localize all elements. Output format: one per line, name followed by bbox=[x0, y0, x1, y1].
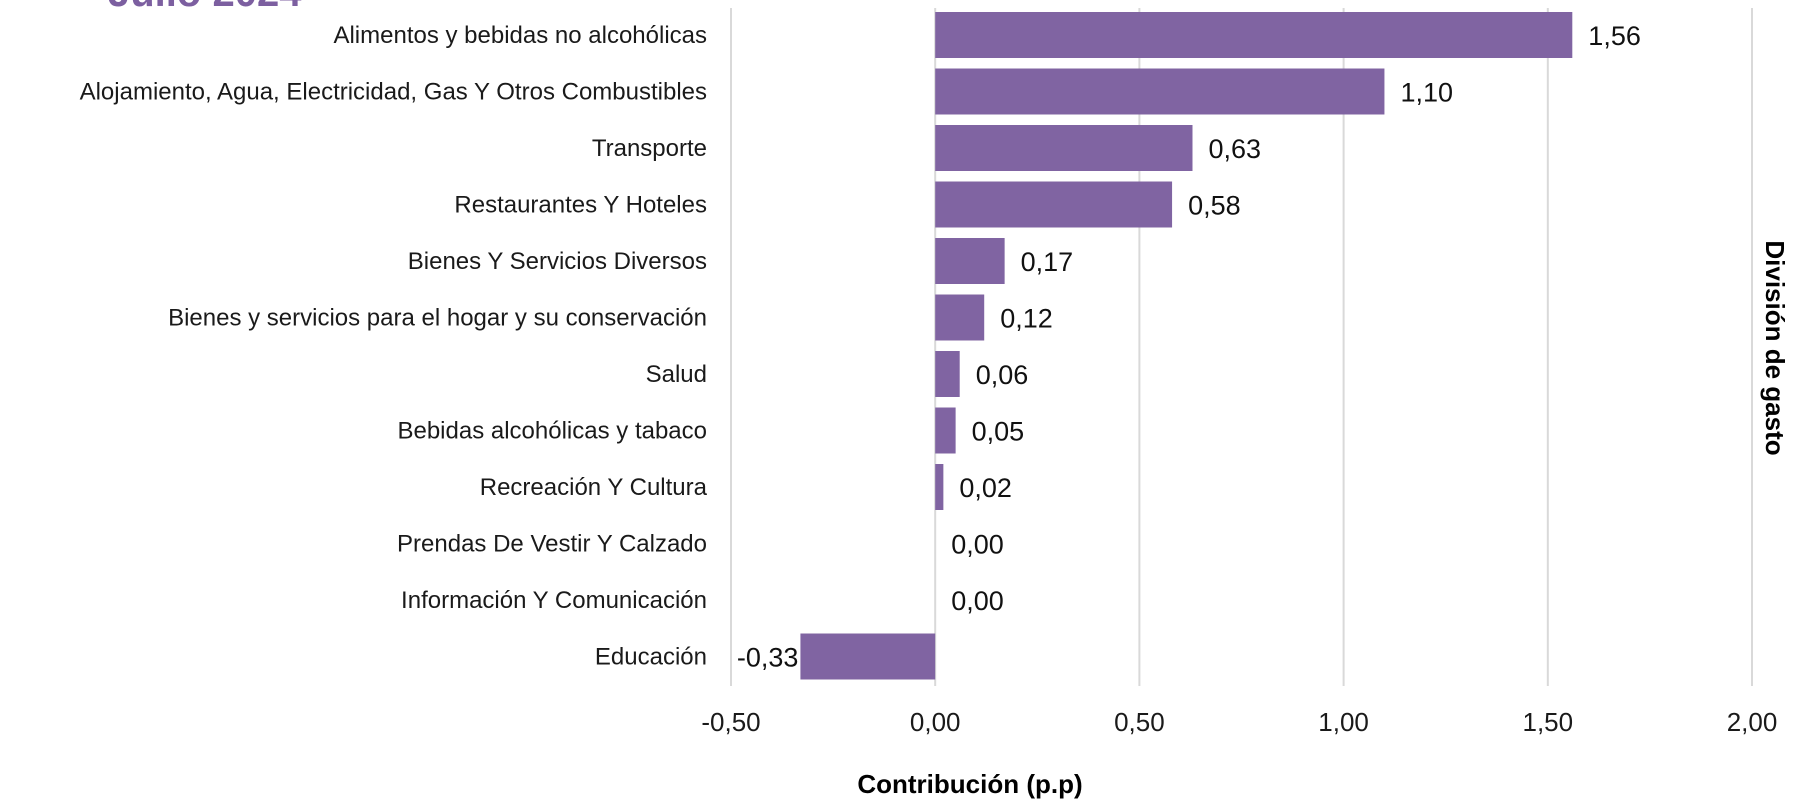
y-axis-title: División de gasto bbox=[1760, 240, 1790, 455]
category-label: Restaurantes Y Hoteles bbox=[454, 192, 707, 219]
category-label: Alojamiento, Agua, Electricidad, Gas Y O… bbox=[80, 79, 707, 106]
data-label: 0,00 bbox=[951, 530, 1004, 560]
category-labels: Alimentos y bebidas no alcohólicas Alojam… bbox=[80, 22, 708, 671]
chart-title: Julio 2024 bbox=[108, 0, 302, 15]
data-label: 1,56 bbox=[1588, 21, 1641, 51]
bar bbox=[935, 125, 1193, 171]
x-tick-label: 1,50 bbox=[1522, 707, 1573, 737]
category-label: Salud bbox=[646, 361, 707, 388]
x-tick-label: 0,50 bbox=[1114, 707, 1165, 737]
bar bbox=[935, 12, 1573, 58]
data-label: 1,10 bbox=[1400, 78, 1453, 108]
x-tick-labels: -0,50 0,00 0,50 1,00 1,50 2,00 bbox=[701, 707, 1777, 737]
x-axis-title: Contribución (p.p) bbox=[857, 769, 1082, 799]
data-label: 0,17 bbox=[1021, 247, 1074, 277]
bar bbox=[935, 407, 956, 454]
data-label: 0,12 bbox=[1000, 304, 1053, 334]
data-label: 0,00 bbox=[951, 586, 1004, 616]
bar bbox=[935, 181, 1173, 228]
data-label: 0,02 bbox=[959, 473, 1012, 503]
x-tick-label: -0,50 bbox=[701, 707, 760, 737]
data-label: 0,06 bbox=[976, 360, 1029, 390]
bar bbox=[935, 464, 944, 510]
category-label: Bienes Y Servicios Diversos bbox=[408, 248, 707, 275]
category-label: Prendas De Vestir Y Calzado bbox=[397, 531, 707, 558]
data-label: -0,33 bbox=[737, 643, 799, 673]
bars bbox=[800, 12, 1573, 680]
data-label: 0,05 bbox=[972, 417, 1025, 447]
bar bbox=[935, 68, 1385, 115]
x-tick-label: 0,00 bbox=[910, 707, 961, 737]
category-label: Recreación Y Cultura bbox=[480, 474, 708, 501]
bar bbox=[935, 351, 960, 397]
category-label: Bebidas alcohólicas y tabaco bbox=[397, 418, 707, 445]
category-label: Transporte bbox=[592, 135, 707, 162]
bar bbox=[800, 633, 936, 680]
data-labels: 1,56 1,10 0,63 0,58 0,17 0,12 0,06 0,05 0,02 0,00… bbox=[737, 21, 1641, 673]
x-tick-label: 1,00 bbox=[1318, 707, 1369, 737]
category-label: Alimentos y bebidas no alcohólicas bbox=[333, 22, 707, 49]
category-label: Educación bbox=[595, 644, 707, 671]
x-tick-label: 2,00 bbox=[1727, 707, 1778, 737]
category-label: Información Y Comunicación bbox=[401, 587, 707, 614]
title-layer: Julio 2024 bbox=[108, 0, 302, 15]
data-label: 0,58 bbox=[1188, 191, 1241, 221]
category-label: Bienes y servicios para el hogar y su co… bbox=[168, 305, 707, 332]
data-label: 0,63 bbox=[1208, 134, 1261, 164]
bar bbox=[935, 294, 985, 341]
gridlines bbox=[730, 8, 1753, 686]
bar bbox=[935, 238, 1005, 284]
